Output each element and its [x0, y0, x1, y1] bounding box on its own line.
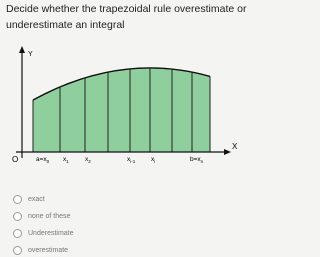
- x-label: x2: [85, 156, 91, 164]
- y-axis-label: Y: [28, 51, 33, 58]
- x-label-sub: 2: [88, 159, 91, 164]
- x-label-sub: i: [154, 159, 155, 164]
- curve: [32, 67, 211, 101]
- option-label[interactable]: none of these: [28, 213, 71, 220]
- radio-button[interactable]: [13, 212, 22, 221]
- radio-button[interactable]: [13, 229, 22, 238]
- x-label-sub: 1: [66, 159, 69, 164]
- radio-button[interactable]: [13, 195, 22, 204]
- option[interactable]: exact: [13, 195, 45, 204]
- x-label-base: x: [85, 156, 89, 163]
- option-label[interactable]: exact: [28, 196, 45, 203]
- radio-button[interactable]: [13, 246, 22, 255]
- partition-lines: [32, 68, 211, 152]
- x-label: xi: [151, 156, 155, 164]
- x-label: b=xn: [190, 156, 204, 164]
- x-label: x1: [63, 156, 69, 164]
- x-label: xi-1: [127, 156, 136, 164]
- x-label-base: x: [63, 156, 67, 163]
- trapezoids: [33, 68, 210, 152]
- x-label: a=x0: [36, 156, 50, 164]
- x-arrow: [224, 149, 231, 155]
- x-label-base: a=x: [36, 156, 47, 163]
- y-arrow: [19, 46, 25, 53]
- x-label-base: x: [151, 156, 155, 163]
- page: Decide whether the trapezoidal rule over…: [6, 3, 247, 255]
- x-label-sub: n: [201, 159, 204, 164]
- x-label-base: b=x: [190, 156, 201, 163]
- option[interactable]: Underestimate: [13, 229, 74, 238]
- x-label-base: x: [127, 156, 131, 163]
- figure: Y X O a=x0 x1 x2 xi-1 xi b=xn: [12, 46, 238, 164]
- origin-label: O: [12, 155, 18, 164]
- x-label-sub: i-1: [130, 159, 135, 164]
- x-label-sub: 0: [47, 159, 50, 164]
- question-line: Decide whether the trapezoidal rule over…: [6, 3, 247, 15]
- option[interactable]: none of these: [13, 212, 70, 221]
- option-label[interactable]: Underestimate: [28, 230, 74, 237]
- question-line: underestimate an integral: [6, 19, 125, 31]
- option[interactable]: overestimate: [13, 246, 68, 255]
- option-label[interactable]: overestimate: [28, 247, 69, 254]
- x-axis-label: X: [232, 142, 238, 151]
